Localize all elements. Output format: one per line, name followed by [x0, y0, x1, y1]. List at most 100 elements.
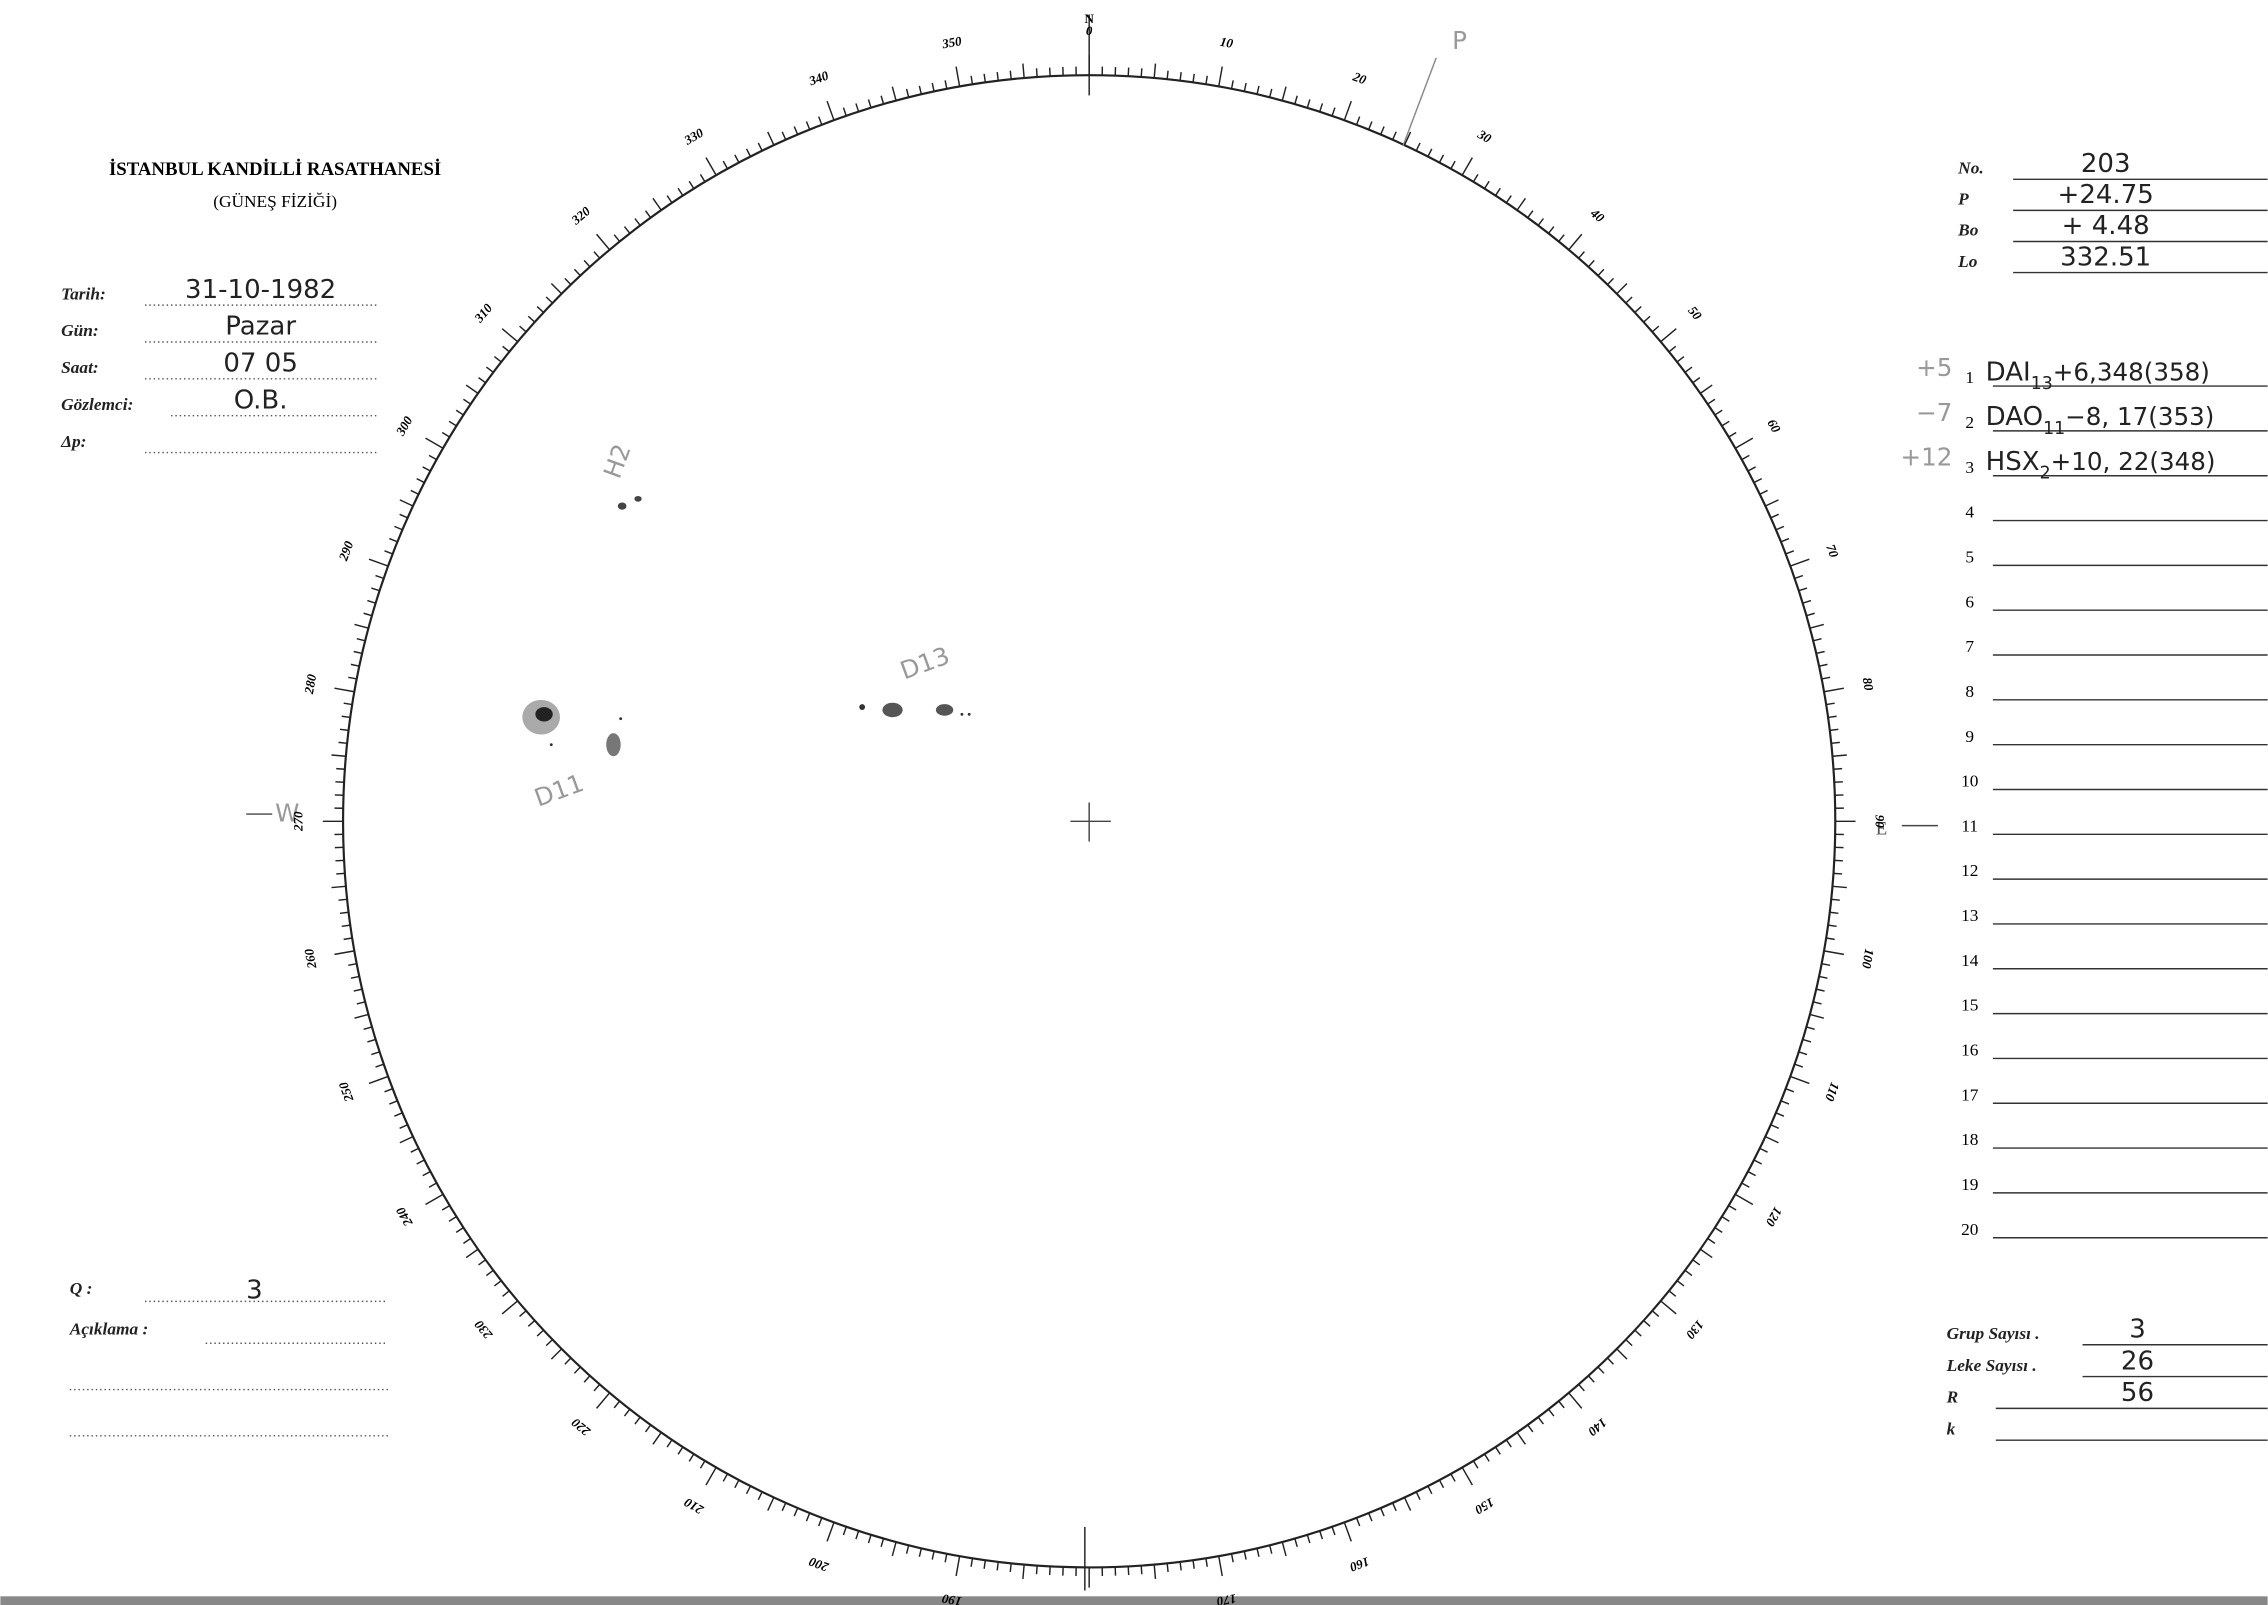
- dial-tick: [1438, 1479, 1445, 1489]
- dial-tick: [1798, 1051, 1808, 1056]
- dial-tick: [855, 103, 860, 112]
- param-value: 332.51: [2060, 242, 2151, 272]
- sunspot: [935, 704, 954, 716]
- dial-tick: [1707, 398, 1716, 405]
- dial-tick: [501, 1300, 519, 1315]
- dial-tick: [1461, 1467, 1473, 1486]
- dial-tick: [1558, 234, 1565, 242]
- dial-tick: [1391, 131, 1397, 140]
- dial-tick: [1547, 1408, 1555, 1417]
- dial-tick: [699, 173, 706, 183]
- dial-tick: [767, 131, 775, 146]
- degree-label: 350: [940, 33, 963, 51]
- dial-tick: [634, 1416, 641, 1425]
- degree-label: 200: [806, 1554, 831, 1575]
- dial-tick: [705, 1467, 717, 1486]
- dial-tick: [842, 1526, 847, 1536]
- dial-tick: [613, 234, 621, 242]
- dial-tick: [334, 950, 355, 956]
- group-list: 1+5 DAI13+6,348(358)2−7 DAO11−8, 17(353)3+…: [1901, 353, 2268, 1239]
- dial-tick: [463, 398, 472, 405]
- dial-tick: [699, 1460, 706, 1469]
- dial-tick: [734, 1479, 740, 1489]
- dial-tick: [1153, 1564, 1157, 1580]
- dial-tick: [722, 160, 729, 170]
- dial-tick: [356, 637, 366, 642]
- dial-tick: [545, 296, 553, 304]
- dial-tick: [1483, 180, 1490, 189]
- dial-tick: [1166, 70, 1169, 80]
- dial-tick: [350, 975, 360, 979]
- group-number: 7: [1965, 637, 1974, 656]
- dial-tick: [399, 499, 414, 507]
- dial-tick: [371, 1051, 380, 1056]
- group-sub: 11: [2043, 419, 2065, 439]
- dial-tick: [394, 1112, 403, 1117]
- dial-tick: [1179, 1561, 1182, 1571]
- dial-tick: [1798, 587, 1808, 592]
- dial-tick: [931, 1550, 935, 1560]
- dial-tick: [1660, 1300, 1677, 1315]
- group-number: 1: [1965, 368, 1974, 387]
- parameters: No. 203 P +24.75 Bo + 4.48 Lo 332.51: [1957, 149, 2268, 274]
- dial-tick: [826, 100, 835, 121]
- group-number: 15: [1961, 996, 1978, 1015]
- dial-tick: [527, 315, 536, 323]
- sunspot: [882, 702, 903, 718]
- dial-tick: [1343, 1522, 1352, 1542]
- dial-tick: [1821, 676, 1831, 680]
- dial-tick: [1790, 1075, 1810, 1085]
- dial-tick: [722, 1473, 729, 1482]
- dial-tick: [1785, 550, 1795, 555]
- dial-tick: [339, 911, 349, 914]
- summary-label: Grup Sayısı .: [1947, 1324, 2040, 1343]
- dial-tick: [1699, 1248, 1713, 1259]
- group-number: 13: [1961, 906, 1978, 925]
- dial-tick: [367, 599, 376, 604]
- dial-tick: [1343, 100, 1352, 121]
- dial-tick: [410, 1147, 419, 1153]
- dial-tick: [1806, 1026, 1815, 1031]
- dial-tick: [1809, 1013, 1825, 1019]
- dial-tick: [855, 1530, 860, 1540]
- dial-tick: [1140, 1565, 1143, 1575]
- group-number: 3: [1965, 458, 1974, 477]
- dial-tick: [341, 924, 351, 928]
- dial-tick: [1802, 599, 1812, 604]
- dial-tick: [996, 1561, 999, 1571]
- dial-tick: [1634, 306, 1642, 313]
- degree-label: 160: [1348, 1554, 1372, 1575]
- dial-tick: [1527, 210, 1534, 219]
- dial-tick: [1728, 1204, 1737, 1211]
- dial-tick: [1753, 477, 1763, 484]
- dial-tick: [983, 1560, 987, 1569]
- param-value: +24.75: [2058, 180, 2154, 210]
- dial-tick: [623, 1408, 631, 1417]
- dial-tick: [1825, 702, 1835, 706]
- pole-line: [1402, 57, 1437, 147]
- dial-tick: [336, 872, 345, 875]
- quality-block: Q : 3 Açıklama :: [69, 1275, 388, 1437]
- dial-tick: [1597, 1366, 1605, 1374]
- dial-tick: [1035, 68, 1038, 78]
- field-label: Gözlemci:: [61, 395, 133, 414]
- dial-tick: [336, 767, 345, 770]
- dial-tick: [613, 1400, 621, 1409]
- dial-tick: [1794, 1063, 1804, 1068]
- dial-tick: [1391, 1502, 1397, 1512]
- dial-tick: [1699, 384, 1713, 394]
- dial-tick: [1505, 1439, 1512, 1448]
- west-label: W: [275, 798, 299, 827]
- dial-tick: [1355, 1517, 1361, 1527]
- degree-label: 10: [1219, 34, 1235, 51]
- group-rest: +6,348(358): [2053, 357, 2210, 386]
- dial-tick: [1022, 63, 1025, 79]
- dial-tick: [536, 1329, 544, 1337]
- dial-tick: [502, 345, 510, 353]
- dial-tick: [1192, 73, 1195, 83]
- dial-tick: [1331, 107, 1336, 117]
- dial-tick: [465, 384, 479, 394]
- dial-tick: [1438, 154, 1445, 163]
